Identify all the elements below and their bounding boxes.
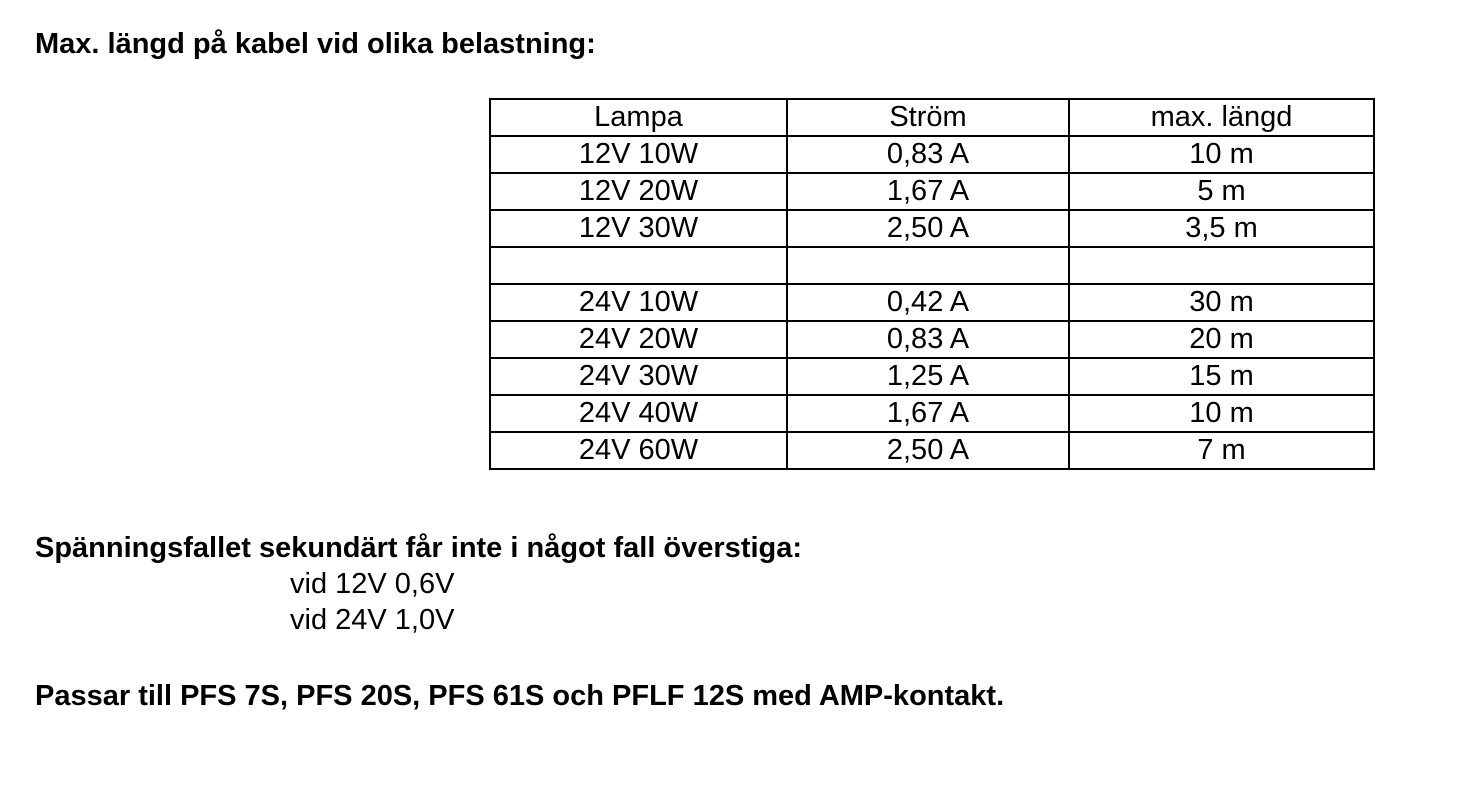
max-length-cell: 15 m — [1068, 357, 1375, 396]
voltage-drop-limit-24v: vid 24V 1,0V — [290, 604, 455, 636]
current-cell — [786, 246, 1070, 285]
max-length-cell: 30 m — [1068, 283, 1375, 322]
current-cell: 0,83 A — [786, 135, 1070, 174]
lamp-cell: 24V 20W — [489, 320, 788, 359]
current-cell: 2,50 A — [786, 431, 1070, 470]
table-row: 12V 10W 0,83 A 10 m — [489, 135, 1375, 174]
max-length-cell: 7 m — [1068, 431, 1375, 470]
table-row-empty — [489, 246, 1375, 285]
voltage-drop-limit-12v: vid 12V 0,6V — [290, 568, 455, 600]
column-header-lampa: Lampa — [489, 98, 788, 137]
cable-length-table: Lampa Ström max. längd 12V 10W 0,83 A 10… — [489, 98, 1375, 470]
max-length-cell: 5 m — [1068, 172, 1375, 211]
current-cell: 1,67 A — [786, 172, 1070, 211]
compatibility-note: Passar till PFS 7S, PFS 20S, PFS 61S och… — [35, 680, 1005, 712]
max-length-cell: 10 m — [1068, 135, 1375, 174]
table-row: 12V 30W 2,50 A 3,5 m — [489, 209, 1375, 248]
lamp-cell: 24V 60W — [489, 431, 788, 470]
lamp-cell: 12V 20W — [489, 172, 788, 211]
max-length-cell — [1068, 246, 1375, 285]
page-title: Max. längd på kabel vid olika belastning… — [35, 28, 596, 60]
cable-length-table-container: Lampa Ström max. längd 12V 10W 0,83 A 10… — [489, 98, 1375, 470]
lamp-cell: 12V 10W — [489, 135, 788, 174]
table-row: 12V 20W 1,67 A 5 m — [489, 172, 1375, 211]
current-cell: 0,42 A — [786, 283, 1070, 322]
lamp-cell — [489, 246, 788, 285]
table-row: 24V 30W 1,25 A 15 m — [489, 357, 1375, 396]
max-length-cell: 20 m — [1068, 320, 1375, 359]
table-row: 24V 10W 0,42 A 30 m — [489, 283, 1375, 322]
table-header-row: Lampa Ström max. längd — [489, 98, 1375, 137]
current-cell: 2,50 A — [786, 209, 1070, 248]
current-cell: 1,67 A — [786, 394, 1070, 433]
lamp-cell: 24V 10W — [489, 283, 788, 322]
lamp-cell: 24V 30W — [489, 357, 788, 396]
lamp-cell: 12V 30W — [489, 209, 788, 248]
max-length-cell: 10 m — [1068, 394, 1375, 433]
voltage-drop-heading: Spänningsfallet sekundärt får inte i någ… — [35, 532, 803, 564]
table-row: 24V 20W 0,83 A 20 m — [489, 320, 1375, 359]
column-header-max-langd: max. längd — [1068, 98, 1375, 137]
column-header-strom: Ström — [786, 98, 1070, 137]
max-length-cell: 3,5 m — [1068, 209, 1375, 248]
current-cell: 1,25 A — [786, 357, 1070, 396]
voltage-drop-limits: vid 12V 0,6V vid 24V 1,0V — [290, 566, 454, 638]
lamp-cell: 24V 40W — [489, 394, 788, 433]
table-row: 24V 60W 2,50 A 7 m — [489, 431, 1375, 470]
current-cell: 0,83 A — [786, 320, 1070, 359]
table-row: 24V 40W 1,67 A 10 m — [489, 394, 1375, 433]
